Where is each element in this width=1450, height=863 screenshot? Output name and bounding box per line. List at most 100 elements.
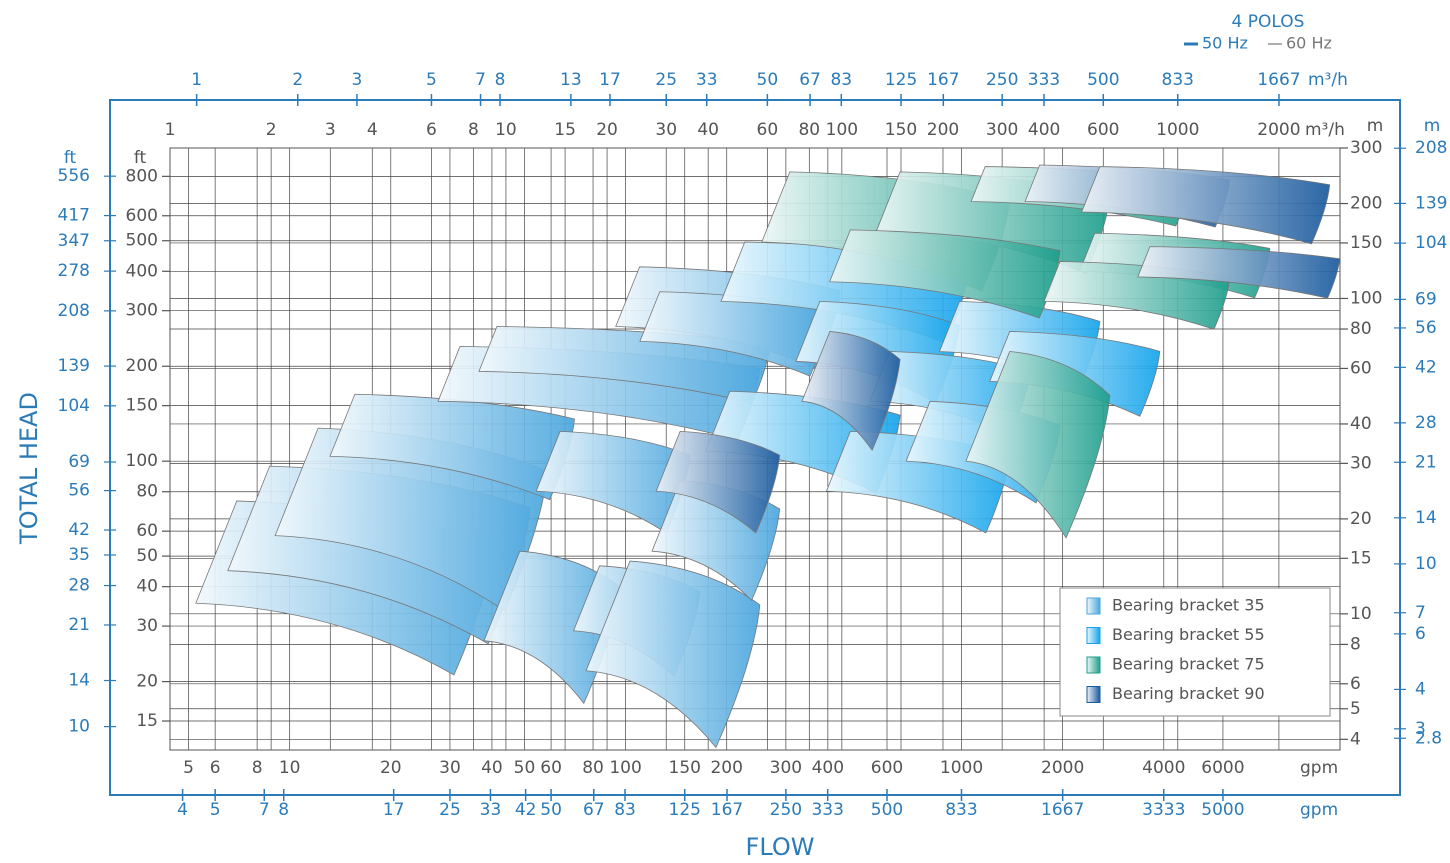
x-tick-label: 10 bbox=[495, 120, 517, 140]
y-tick-label: 21 bbox=[68, 615, 90, 635]
y-tick-label: 208 bbox=[58, 301, 90, 321]
x-tick-label: 4 bbox=[367, 120, 378, 140]
x-tick-label: 1000 bbox=[1156, 120, 1199, 140]
y-tick-label: 800 bbox=[126, 166, 158, 186]
y-tick-label: 556 bbox=[58, 166, 90, 186]
x-tick-label: 833 bbox=[1162, 70, 1194, 90]
x-tick-label: 833 bbox=[945, 800, 977, 820]
y-tick-label: 50 bbox=[136, 546, 158, 566]
legend-label: Bearing bracket 75 bbox=[1112, 655, 1265, 674]
x-tick-label: 33 bbox=[696, 70, 718, 90]
y-tick-label: 15 bbox=[1350, 548, 1372, 568]
y-tick-label: 35 bbox=[68, 545, 90, 565]
x-tick-label: 25 bbox=[655, 70, 677, 90]
x-tick-label: 30 bbox=[439, 758, 461, 778]
axis-unit: gpm bbox=[1300, 800, 1338, 820]
y-tick-label: 42 bbox=[1415, 357, 1437, 377]
x-tick-label: 2 bbox=[292, 70, 303, 90]
y-tick-label: 150 bbox=[1350, 233, 1382, 253]
x-tick-label: 300 bbox=[770, 758, 802, 778]
x-tick-label: 2000 bbox=[1257, 120, 1300, 140]
x-tick-label: 1 bbox=[191, 70, 202, 90]
y-tick-label: 21 bbox=[1415, 452, 1437, 472]
axes: 1 2 3 4 6 8 10 15 20 30 40 60 80 100 150 200 300 400 600 10… bbox=[58, 70, 1448, 820]
y-tick-label: 69 bbox=[1415, 289, 1437, 309]
axis-unit: m bbox=[1367, 116, 1384, 136]
x-tick-label: 50 bbox=[757, 70, 779, 90]
x-tick-label: 500 bbox=[871, 800, 903, 820]
x-title: FLOW bbox=[746, 833, 815, 861]
y-tick-label: 6 bbox=[1415, 624, 1426, 644]
y-tick-label: 2.8 bbox=[1415, 728, 1442, 748]
axis-unit: m bbox=[1424, 116, 1441, 136]
x-tick-label: 100 bbox=[826, 120, 858, 140]
x-tick-label: 6 bbox=[426, 120, 437, 140]
y-tick-label: 100 bbox=[1350, 288, 1382, 308]
y-tick-label: 42 bbox=[68, 520, 90, 540]
x-tick-label: 83 bbox=[830, 70, 852, 90]
x-tick-label: 2000 bbox=[1041, 758, 1084, 778]
x-tick-label: 4 bbox=[177, 800, 188, 820]
y-tick-label: 10 bbox=[68, 717, 90, 737]
y-tick-label: 7 bbox=[1415, 603, 1426, 623]
frequency-label: 60 Hz bbox=[1286, 34, 1332, 53]
pump-tile bbox=[1137, 246, 1341, 299]
x-tick-label: 8 bbox=[495, 70, 506, 90]
y-tick-label: 28 bbox=[1415, 413, 1437, 433]
y-tick-label: 500 bbox=[126, 231, 158, 251]
y-tick-label: 30 bbox=[1350, 453, 1372, 473]
x-tick-label: 67 bbox=[799, 70, 821, 90]
y-tick-label: 10 bbox=[1350, 604, 1372, 624]
pump-tile bbox=[585, 560, 761, 749]
x-tick-label: 600 bbox=[871, 758, 903, 778]
y-tick-label: 56 bbox=[1415, 318, 1437, 338]
x-tick-label: 50 bbox=[540, 800, 562, 820]
y-tick-label: 139 bbox=[1415, 193, 1447, 213]
y-tick-label: 300 bbox=[126, 301, 158, 321]
legend-swatch bbox=[1086, 627, 1101, 644]
legend-box bbox=[1059, 587, 1331, 717]
x-tick-label: 125 bbox=[669, 800, 701, 820]
y-tick-label: 4 bbox=[1350, 729, 1361, 749]
x-tick-label: 40 bbox=[697, 120, 719, 140]
x-tick-label: 15 bbox=[554, 120, 576, 140]
y-tick-label: 417 bbox=[58, 206, 90, 226]
x-tick-label: 333 bbox=[811, 800, 843, 820]
y-tick-label: 69 bbox=[68, 452, 90, 472]
x-tick-label: 60 bbox=[540, 758, 562, 778]
x-tick-label: 400 bbox=[812, 758, 844, 778]
x-tick-label: 10 bbox=[279, 758, 301, 778]
y-tick-label: 100 bbox=[126, 451, 158, 471]
x-tick-label: 3 bbox=[325, 120, 336, 140]
x-tick-label: 3333 bbox=[1142, 800, 1185, 820]
axis-unit: ft bbox=[64, 148, 77, 168]
header: 4 POLOS bbox=[1232, 12, 1305, 32]
x-tick-label: 20 bbox=[380, 758, 402, 778]
axis-unit: m³/h bbox=[1308, 70, 1348, 90]
y-tick-label: 40 bbox=[136, 577, 158, 597]
x-tick-label: 8 bbox=[278, 800, 289, 820]
axis-unit: m³/h bbox=[1305, 120, 1345, 140]
y-tick-label: 150 bbox=[126, 396, 158, 416]
y-tick-label: 60 bbox=[1350, 358, 1372, 378]
y-tick-label: 200 bbox=[1350, 194, 1382, 214]
legend-label: Bearing bracket 90 bbox=[1112, 684, 1265, 703]
frequency-legend: 50 Hz 60 Hz bbox=[1184, 34, 1332, 53]
x-tick-label: 6000 bbox=[1201, 758, 1244, 778]
y-tick-label: 14 bbox=[68, 671, 90, 691]
x-tick-label: 60 bbox=[757, 120, 779, 140]
legend-swatch bbox=[1086, 656, 1101, 674]
x-tick-label: 13 bbox=[560, 70, 582, 90]
x-tick-label: 150 bbox=[669, 758, 701, 778]
x-tick-label: 5 bbox=[210, 800, 221, 820]
legend-label: Bearing bracket 35 bbox=[1112, 596, 1265, 615]
pump-tile bbox=[1081, 166, 1331, 245]
y-tick-label: 10 bbox=[1415, 554, 1437, 574]
x-tick-label: 42 bbox=[515, 800, 537, 820]
x-tick-label: 8 bbox=[252, 758, 263, 778]
x-tick-label: 80 bbox=[798, 120, 820, 140]
outer-frame bbox=[109, 99, 1401, 796]
x-tick-label: 100 bbox=[609, 758, 641, 778]
x-tick-label: 5 bbox=[426, 70, 437, 90]
